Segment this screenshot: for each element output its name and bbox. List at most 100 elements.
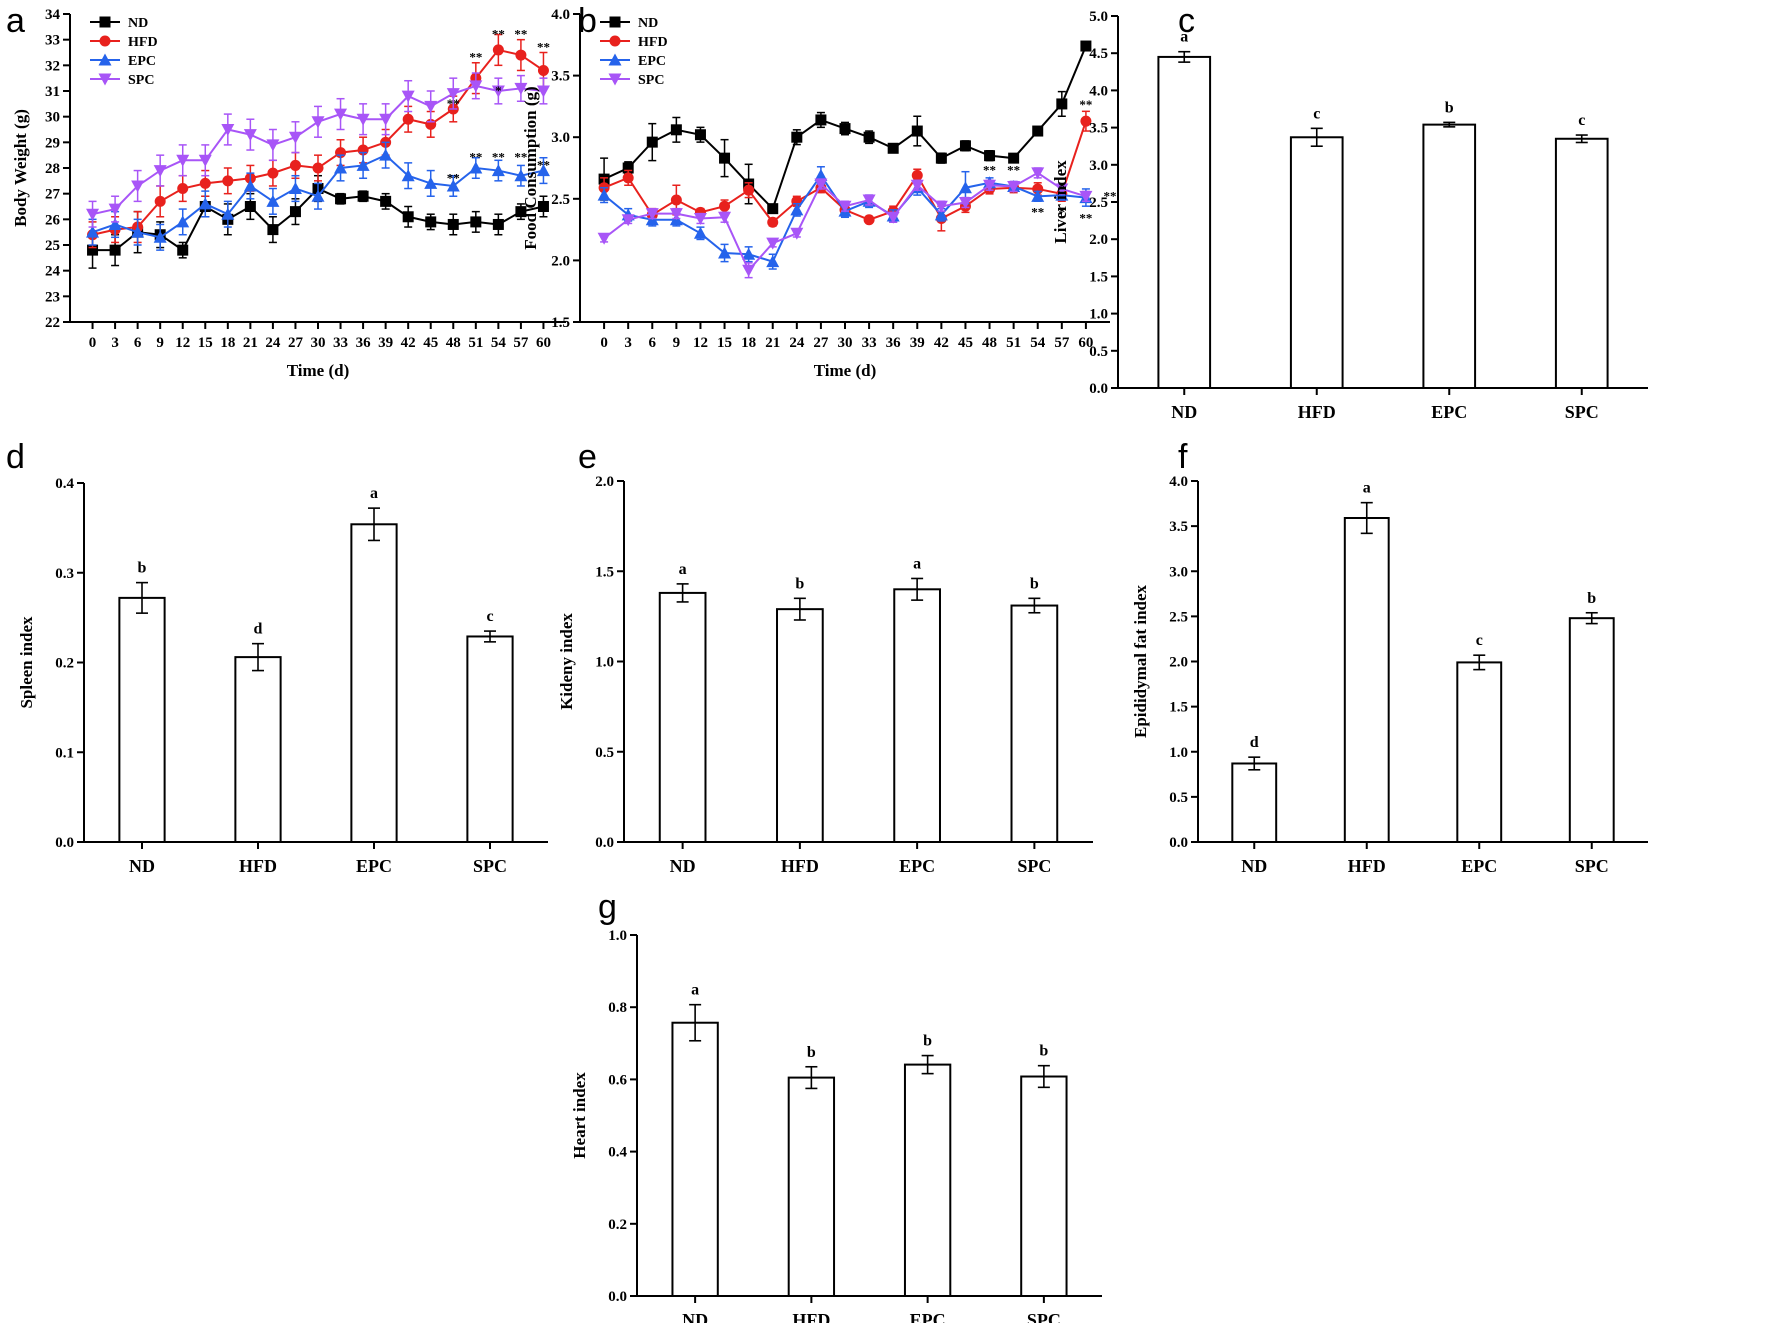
- x-tick-label-b: 15: [717, 335, 732, 351]
- significance-mark-b: **: [1007, 162, 1020, 177]
- y-tick-label-a: 28: [45, 161, 60, 177]
- data-point-b-epc: [597, 188, 611, 201]
- y-axis-title-g: Heart index: [570, 1072, 589, 1159]
- data-point-b-epc: [814, 168, 828, 181]
- data-point-a-nd: [289, 206, 301, 218]
- significance-mark-b: **: [1031, 204, 1044, 219]
- data-point-a-nd: [515, 206, 527, 218]
- data-point-b-spc: [621, 214, 635, 227]
- x-tick-label-b: 33: [862, 335, 877, 351]
- category-label-e: EPC: [899, 856, 935, 876]
- x-axis-title-b: Time (d): [814, 361, 877, 380]
- significance-letter-e: b: [795, 575, 804, 592]
- significance-letter-f: b: [1587, 590, 1596, 607]
- bar-f-epc: [1456, 661, 1503, 844]
- bar-d-spc: [466, 635, 514, 843]
- y-tick-label-f: 4.0: [1169, 474, 1188, 490]
- data-point-a-spc: [266, 139, 280, 152]
- data-point-b-nd: [911, 125, 923, 137]
- x-tick-label-a: 45: [423, 335, 438, 351]
- data-point-a-epc: [334, 161, 348, 174]
- data-point-b-spc: [742, 264, 756, 277]
- x-tick-label-b: 0: [600, 335, 608, 351]
- data-point-b-epc: [958, 181, 972, 194]
- data-point-b-hfd: [719, 200, 731, 212]
- data-point-b-spc: [790, 227, 804, 240]
- panel-letter-d: d: [6, 438, 25, 476]
- data-point-b-spc: [693, 213, 707, 226]
- x-tick-label-a: 57: [513, 335, 529, 351]
- legend-label-b: HFD: [638, 35, 668, 50]
- y-tick-label-b: 2.0: [551, 253, 570, 269]
- data-point-b-epc: [766, 255, 780, 268]
- data-point-a-epc: [266, 194, 280, 207]
- y-tick-label-c: 5.0: [1089, 9, 1108, 25]
- data-point-b-nd: [791, 131, 803, 143]
- data-point-b-nd: [1056, 98, 1068, 110]
- significance-letter-f: c: [1476, 632, 1483, 649]
- data-point-a-spc: [514, 82, 528, 95]
- bar-e-spc: [1010, 604, 1059, 843]
- data-point-a-spc: [401, 90, 415, 103]
- data-point-a-spc: [379, 113, 393, 126]
- significance-mark-b: *: [1059, 180, 1066, 195]
- data-point-b-spc: [669, 208, 683, 221]
- data-point-a-spc: [424, 100, 438, 113]
- y-tick-label-d: 0.4: [55, 476, 74, 492]
- bar-e-hfd: [776, 608, 824, 844]
- data-point-a-hfd: [312, 162, 324, 174]
- data-point-a-epc: [153, 230, 167, 243]
- data-point-a-nd: [267, 224, 279, 236]
- legend-label-a: SPC: [128, 73, 154, 88]
- legend-marker-b: [608, 53, 622, 66]
- bar-c-nd: [1157, 55, 1212, 389]
- data-point-a-hfd: [537, 64, 549, 76]
- category-label-d: SPC: [473, 856, 507, 876]
- data-point-b-epc: [1031, 189, 1045, 202]
- significance-letter-g: a: [691, 982, 699, 999]
- category-label-f: HFD: [1348, 856, 1386, 876]
- y-tick-label-b: 3.5: [551, 69, 570, 85]
- category-label-d: HFD: [239, 856, 277, 876]
- category-label-d: ND: [129, 856, 155, 876]
- data-point-b-nd: [863, 131, 875, 143]
- y-tick-label-b: 3.0: [551, 130, 570, 146]
- data-point-b-nd: [622, 162, 634, 174]
- x-tick-label-a: 24: [265, 335, 281, 351]
- data-point-a-nd: [380, 195, 392, 207]
- y-tick-label-b: 1.5: [551, 315, 570, 331]
- series-a-epc: [86, 141, 550, 251]
- data-point-b-nd: [646, 136, 658, 148]
- data-point-a-spc: [243, 129, 257, 142]
- significance-letter-c: c: [1578, 112, 1585, 129]
- significance-mark-a: **: [514, 150, 527, 165]
- data-point-a-nd: [492, 218, 504, 230]
- x-tick-label-a: 15: [198, 335, 213, 351]
- significance-letter-d: b: [138, 560, 147, 577]
- x-tick-label-a: 6: [134, 335, 142, 351]
- x-tick-label-a: 30: [311, 335, 326, 351]
- series-a-hfd: [87, 33, 549, 249]
- y-axis-title-e: Kideny index: [557, 613, 576, 710]
- category-label-f: EPC: [1461, 856, 1497, 876]
- y-tick-label-c: 3.0: [1089, 158, 1108, 174]
- y-tick-label-f: 3.5: [1169, 519, 1188, 535]
- legend-marker-b: [608, 73, 622, 86]
- data-point-a-epc: [379, 148, 393, 161]
- category-label-g: SPC: [1027, 1310, 1061, 1323]
- y-axis-title-f: Epididymal fat index: [1131, 584, 1150, 738]
- y-tick-label-b: 2.5: [551, 192, 570, 208]
- y-tick-label-g: 0.6: [608, 1072, 627, 1088]
- x-tick-label-b: 36: [886, 335, 902, 351]
- data-point-b-nd: [815, 114, 827, 126]
- data-point-a-epc: [176, 215, 190, 228]
- y-tick-label-c: 4.0: [1089, 83, 1108, 99]
- x-tick-label-b: 39: [910, 335, 925, 351]
- data-point-b-nd: [1032, 125, 1044, 137]
- bar-d-epc: [350, 523, 398, 843]
- data-point-b-hfd: [911, 169, 923, 181]
- bar-d-nd: [118, 596, 166, 843]
- y-tick-label-c: 1.0: [1089, 307, 1108, 323]
